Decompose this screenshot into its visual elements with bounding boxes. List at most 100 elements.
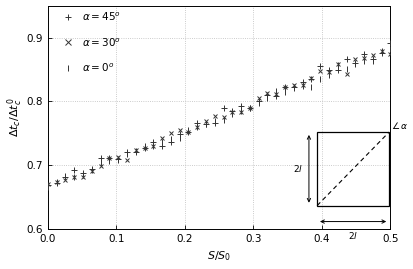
- $\alpha = 0^o$: [247, 107, 252, 110]
- $\alpha = 0^o$: [352, 62, 357, 65]
- $\alpha = 30^o$: [238, 110, 243, 113]
- $\alpha = 30^o$: [142, 147, 147, 150]
- $\alpha = 0^o$: [335, 63, 339, 67]
- Text: $2l$: $2l$: [347, 230, 357, 241]
- $\alpha = 0^o$: [177, 136, 182, 140]
- $\alpha = 30^o$: [273, 92, 278, 95]
- $\alpha = 30^o$: [247, 107, 252, 110]
- $\alpha = 0^o$: [115, 158, 120, 161]
- $\alpha = 45^o$: [133, 150, 138, 153]
- $\alpha = 0^o$: [317, 77, 322, 80]
- $\alpha = 30^o$: [150, 144, 155, 147]
- Text: $\alpha = 45^o$: $\alpha = 45^o$: [82, 10, 121, 23]
- $\alpha = 45^o$: [308, 78, 313, 81]
- $\alpha = 30^o$: [54, 181, 59, 184]
- $\alpha = 45^o$: [256, 99, 261, 102]
- $\alpha = 45^o$: [81, 171, 85, 174]
- $\alpha = 30^o$: [291, 84, 296, 87]
- $\alpha = 45^o$: [115, 157, 120, 161]
- $\alpha = 30^o$: [317, 69, 322, 73]
- $\alpha = 30^o$: [370, 54, 375, 57]
- Line: $\alpha = 30^o$: $\alpha = 30^o$: [45, 48, 392, 186]
- $\alpha = 30^o$: [194, 125, 199, 128]
- $\alpha = 45^o$: [203, 123, 208, 126]
- $\alpha = 45^o$: [317, 65, 322, 68]
- $\alpha = 0^o$: [282, 90, 287, 94]
- Line: $\alpha = 0^o$: $\alpha = 0^o$: [45, 45, 393, 190]
- $\alpha = 45^o$: [264, 93, 269, 97]
- $\alpha = 0^o$: [229, 113, 234, 116]
- $\alpha = 0^o$: [291, 87, 296, 90]
- $\alpha = 30^o$: [133, 148, 138, 151]
- $\alpha = 30^o$: [256, 97, 261, 100]
- $\alpha = 45^o$: [343, 58, 348, 61]
- $\alpha = 45^o$: [150, 140, 155, 143]
- $\alpha = 45^o$: [291, 85, 296, 88]
- Line: $\alpha = 45^o$: $\alpha = 45^o$: [45, 40, 393, 188]
- Text: $\alpha = 30^o$: $\alpha = 30^o$: [82, 36, 121, 49]
- $\alpha = 30^o$: [326, 71, 331, 74]
- $\alpha = 30^o$: [308, 77, 313, 80]
- $\alpha = 30^o$: [98, 165, 103, 168]
- $\alpha = 0^o$: [133, 150, 138, 153]
- $\alpha = 30^o$: [335, 62, 339, 65]
- $\alpha = 45^o$: [273, 94, 278, 98]
- $\alpha = 45^o$: [89, 168, 94, 171]
- $\alpha = 30^o$: [185, 130, 190, 134]
- $\alpha = 30^o$: [45, 182, 50, 186]
- $\alpha = 30^o$: [299, 83, 304, 87]
- $\alpha = 0^o$: [308, 85, 313, 89]
- $\alpha = 30^o$: [378, 49, 383, 52]
- $\alpha = 30^o$: [89, 169, 94, 172]
- $\alpha = 45^o$: [370, 57, 375, 61]
- $\alpha = 45^o$: [63, 175, 68, 178]
- $\alpha = 45^o$: [378, 51, 383, 55]
- $\alpha = 45^o$: [282, 85, 287, 88]
- $\alpha = 30^o$: [71, 175, 76, 178]
- $\alpha = 0^o$: [142, 144, 147, 147]
- $\alpha = 45^o$: [238, 104, 243, 108]
- $\alpha = 45^o$: [168, 140, 173, 144]
- $\alpha = 0^o$: [89, 169, 94, 172]
- $\alpha = 45^o$: [185, 130, 190, 134]
- $\alpha = 30^o$: [203, 120, 208, 123]
- $\alpha = 0^o$: [299, 84, 304, 87]
- $\alpha = 0^o$: [168, 137, 173, 140]
- $\alpha = 0^o$: [370, 59, 375, 62]
- $\alpha = 0^o$: [63, 174, 68, 177]
- $\alpha = 45^o$: [212, 121, 217, 124]
- $\alpha = 45^o$: [299, 80, 304, 83]
- $\alpha = 45^o$: [229, 109, 234, 112]
- $\alpha = 45^o$: [107, 156, 112, 160]
- $\alpha = 30^o$: [63, 178, 68, 181]
- $\alpha = 0^o$: [159, 140, 164, 144]
- $\alpha = 0^o$: [387, 47, 392, 50]
- Text: $2l$: $2l$: [292, 163, 303, 174]
- $\alpha = 30^o$: [387, 52, 392, 55]
- $\alpha = 0^o$: [71, 176, 76, 179]
- $\alpha = 45^o$: [54, 182, 59, 185]
- $\alpha = 45^o$: [194, 122, 199, 125]
- $\alpha = 0^o$: [81, 173, 85, 176]
- $\alpha = 30^o$: [177, 128, 182, 132]
- $\alpha = 30^o$: [282, 85, 287, 89]
- $\alpha = 0^o$: [124, 152, 129, 155]
- $\alpha = 0^o$: [150, 145, 155, 148]
- $\alpha = 45^o$: [352, 62, 357, 65]
- $\alpha = 0^o$: [221, 119, 225, 122]
- $\alpha = 30^o$: [352, 57, 357, 61]
- $\alpha = 45^o$: [124, 150, 129, 153]
- $\alpha = 30^o$: [107, 157, 112, 160]
- $\alpha = 45^o$: [142, 147, 147, 150]
- $\alpha = 30^o$: [124, 158, 129, 162]
- $\alpha = 0^o$: [98, 162, 103, 165]
- $\alpha = 30^o$: [168, 132, 173, 135]
- $\alpha = 45^o$: [387, 42, 392, 45]
- $\alpha = 0^o$: [107, 160, 112, 163]
- X-axis label: $S/S_0$: $S/S_0$: [206, 250, 231, 263]
- $\alpha = 0^o$: [203, 122, 208, 125]
- $\alpha = 30^o$: [159, 136, 164, 140]
- $\alpha = 0^o$: [378, 49, 383, 53]
- $\alpha = 30^o$: [343, 72, 348, 75]
- $\alpha = 0^o$: [264, 97, 269, 100]
